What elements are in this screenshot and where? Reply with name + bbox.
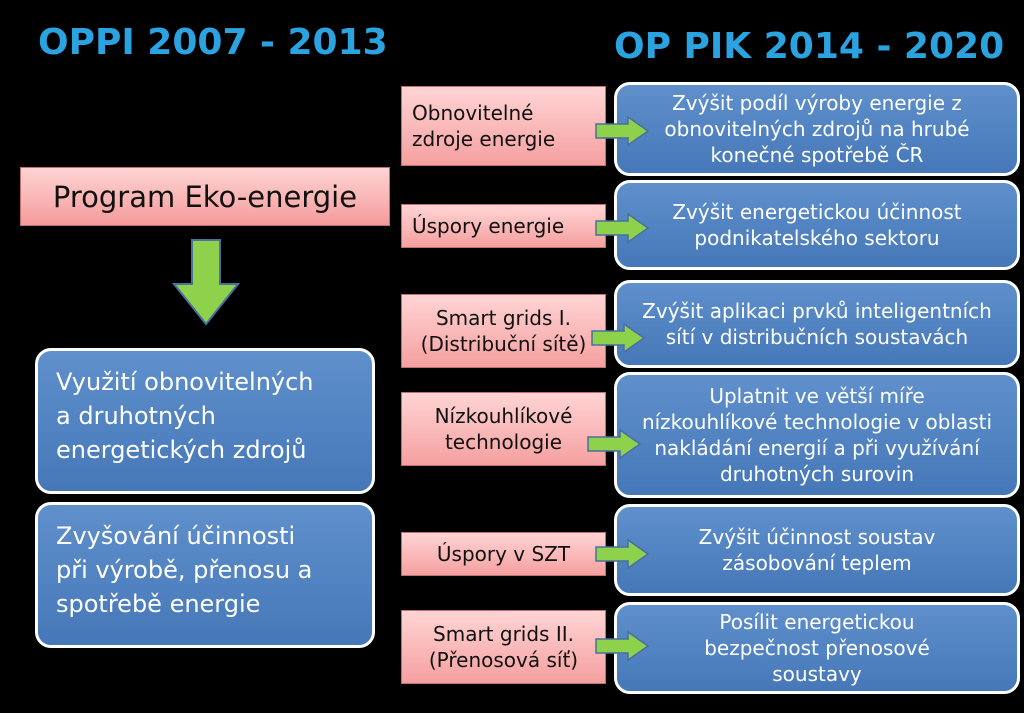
right-arrow-icon <box>595 538 650 570</box>
category-box-szt: Úspory v SZT <box>401 532 606 576</box>
right-arrow-icon <box>587 428 642 460</box>
left-box-line: energetických zdrojů <box>56 436 307 464</box>
goal-line: sítí v distribučních soustavách <box>665 325 969 349</box>
goal-box-szt: Zvýšit účinnost soustav zásobování teple… <box>614 504 1020 596</box>
category-box-renewable: Obnovitelné zdroje energie <box>401 86 606 166</box>
down-arrow-icon <box>172 239 240 326</box>
right-arrow-icon <box>595 212 650 244</box>
left-box-efficiency: Zvyšování účinnosti při výrobě, přenosu … <box>35 502 375 648</box>
goal-line: konečné spotřebě ČR <box>710 143 924 167</box>
right-arrow-icon <box>591 322 646 354</box>
goal-line: soustavy <box>772 662 862 686</box>
goal-line: podnikatelského sektoru <box>694 226 940 250</box>
goal-line: Zvýšit aplikaci prvků inteligentních <box>642 299 992 323</box>
goal-line: Zvýšit podíl výroby energie z <box>672 91 962 115</box>
goal-line: nakládání energií a při využívání <box>654 436 980 460</box>
category-line: Nízkouhlíkové <box>434 404 573 428</box>
category-line: technologie <box>444 430 563 454</box>
left-box-line: spotřebě energie <box>56 590 261 618</box>
goal-box-smart-grids-1: Zvýšit aplikaci prvků inteligentních sít… <box>614 280 1020 368</box>
left-box-renewable: Využití obnovitelných a druhotných energ… <box>35 348 375 494</box>
category-line: Smart grids I. <box>435 306 572 330</box>
goal-line: nízkouhlíkové technologie v oblasti <box>641 410 993 434</box>
goal-line: Zvýšit energetickou účinnost <box>672 200 962 224</box>
goal-line: Posílit energetickou <box>719 610 915 634</box>
category-line: (Přenosová síť) <box>428 648 579 672</box>
goal-line: druhotných surovin <box>719 462 915 486</box>
goal-line: Uplatnit ve větší míře <box>709 384 925 408</box>
right-arrow-icon <box>595 630 650 662</box>
title-oppi: OPPI 2007 - 2013 <box>38 22 388 63</box>
goal-box-low-carbon: Uplatnit ve větší míře nízkouhlíkové tec… <box>614 372 1020 498</box>
title-op-pik: OP PIK 2014 - 2020 <box>614 26 1005 67</box>
category-line: Smart grids II. <box>433 622 574 646</box>
goal-line: bezpečnost přenosové <box>704 636 930 660</box>
category-box-low-carbon: Nízkouhlíkové technologie <box>401 392 606 466</box>
left-box-line: Zvyšování účinnosti <box>56 522 296 550</box>
goal-box-smart-grids-2: Posílit energetickou bezpečnost přenosov… <box>614 602 1020 694</box>
category-box-smart-grids-2: Smart grids II. (Přenosová síť) <box>401 610 606 684</box>
goal-box-renewable: Zvýšit podíl výroby energie z obnoviteln… <box>614 82 1020 176</box>
program-eko-energie-box: Program Eko-energie <box>20 167 390 226</box>
goal-box-savings: Zvýšit energetickou účinnost podnikatels… <box>614 180 1020 270</box>
category-line: Obnovitelné <box>412 101 534 125</box>
category-line: (Distribuční sítě) <box>420 332 587 356</box>
right-arrow-icon <box>595 115 650 147</box>
category-box-smart-grids-1: Smart grids I. (Distribuční sítě) <box>401 294 606 368</box>
left-box-line: při výrobě, přenosu a <box>56 556 313 584</box>
goal-line: zásobování teplem <box>722 551 912 575</box>
left-box-line: Využití obnovitelných <box>56 368 314 396</box>
category-line: Úspory energie <box>412 214 565 238</box>
goal-line: obnovitelných zdrojů na hrubé <box>664 117 970 141</box>
goal-line: Zvýšit účinnost soustav <box>698 525 936 549</box>
left-box-line: a druhotných <box>56 402 216 430</box>
category-line: zdroje energie <box>412 127 556 151</box>
category-line: Úspory v SZT <box>436 542 571 566</box>
category-box-savings: Úspory energie <box>401 204 606 248</box>
